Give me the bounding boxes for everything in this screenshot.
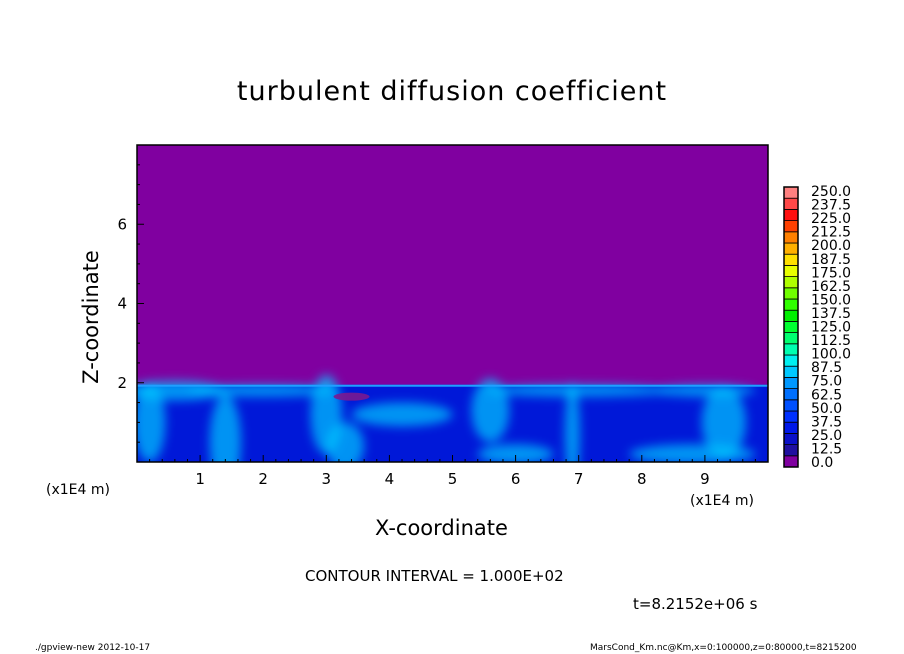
colorbar-label: 125.0: [811, 320, 851, 336]
plume-9: [701, 386, 746, 459]
low-patch: [333, 392, 370, 401]
plume-1: [209, 394, 242, 462]
y-tick-label: 2: [117, 374, 127, 392]
colorbar-box: [783, 343, 799, 356]
x-unit-label-right: (x1E4 m): [690, 493, 754, 509]
colorbar-box: [783, 399, 799, 412]
colorbar-box: [783, 220, 799, 233]
x-tick-label: 7: [574, 470, 584, 488]
plume-5: [471, 378, 510, 443]
contour-interval: CONTOUR INTERVAL = 1.000E+02: [305, 567, 564, 585]
colorbar-box: [783, 388, 799, 401]
plume-11: [187, 384, 339, 397]
plume-6: [477, 444, 554, 462]
footer-left: ./gpview-new 2012-10-17: [35, 643, 151, 653]
colorbar-frame: [783, 186, 799, 468]
heatmap: [137, 145, 768, 462]
colorbar-box: [783, 264, 799, 277]
y-axis-label: Z-coordinate: [79, 250, 103, 384]
plume-7: [564, 382, 580, 462]
colorbar-label: 137.5: [811, 306, 851, 322]
colorbar-box: [783, 455, 799, 468]
colorbar-label: 200.0: [811, 238, 851, 254]
colorbar-label: 50.0: [811, 401, 842, 417]
x-tick-label: 4: [385, 470, 395, 488]
colorbar-label: 25.0: [811, 428, 842, 444]
y-tick-label: 4: [117, 295, 127, 313]
colorbar-box: [783, 242, 799, 255]
colorbar-label: 250.0: [811, 184, 851, 200]
colorbar-box: [783, 444, 799, 457]
colorbar-box: [783, 421, 799, 434]
colorbar-label: 75.0: [811, 374, 842, 390]
colorbar-box: [783, 332, 799, 345]
x-tick-label: 9: [700, 470, 710, 488]
colorbar-label: 162.5: [811, 279, 851, 295]
x-tick-label: 3: [322, 470, 332, 488]
turbulent-structures: [137, 374, 756, 462]
colorbar-box: [783, 186, 799, 199]
colorbar-label: 175.0: [811, 265, 851, 281]
colorbar-label: 212.5: [811, 225, 851, 241]
colorbar-box: [783, 231, 799, 244]
x-tick-label: 8: [637, 470, 647, 488]
footer-right: MarsCond_Km.nc@Km,x=0:100000,z=0:80000,t…: [590, 643, 857, 653]
colorbar-box: [783, 309, 799, 322]
colorbar-box: [783, 354, 799, 367]
chart-title: turbulent diffusion coefficient: [236, 76, 668, 107]
plume-4: [351, 402, 453, 427]
colorbar-label: 225.0: [811, 211, 851, 227]
colorbar-box: [783, 320, 799, 333]
colorbar-box: [783, 298, 799, 311]
plume-10: [654, 384, 756, 397]
y-tick-label: 6: [117, 215, 127, 233]
colorbar-label: 237.5: [811, 198, 851, 214]
colorbar-box: [783, 276, 799, 289]
x-tick-label: 6: [511, 470, 521, 488]
colorbar-box: [783, 197, 799, 210]
colorbar-box: [783, 287, 799, 300]
colorbar-label: 62.5: [811, 387, 842, 403]
colorbar-box: [783, 365, 799, 378]
colorbar-box: [783, 410, 799, 423]
plume-3: [326, 422, 365, 462]
colorbar-label: 150.0: [811, 292, 851, 308]
x-tick-label: 2: [258, 470, 268, 488]
colorbar-label: 12.5: [811, 441, 842, 457]
x-unit-label-left: (x1E4 m): [46, 482, 110, 498]
x-tick-label: 1: [195, 470, 205, 488]
x-tick-label: 5: [448, 470, 458, 488]
plume-13: [137, 382, 166, 462]
colorbar-label: 100.0: [811, 347, 851, 363]
colorbar-label: 187.5: [811, 252, 851, 268]
plume-12: [484, 384, 674, 397]
colorbar-box: [783, 432, 799, 445]
colorbar-label: 0.0: [811, 455, 833, 471]
time-label: t=8.2152e+06 s: [633, 595, 758, 613]
colorbar-box: [783, 208, 799, 221]
layer-edge: [137, 384, 768, 387]
colorbar-label: 112.5: [811, 333, 851, 349]
colorbar-label: 37.5: [811, 414, 842, 430]
colorbar-box: [783, 376, 799, 389]
x-axis-label: X-coordinate: [375, 516, 508, 540]
colorbar-box: [783, 253, 799, 266]
colorbar-label: 87.5: [811, 360, 842, 376]
